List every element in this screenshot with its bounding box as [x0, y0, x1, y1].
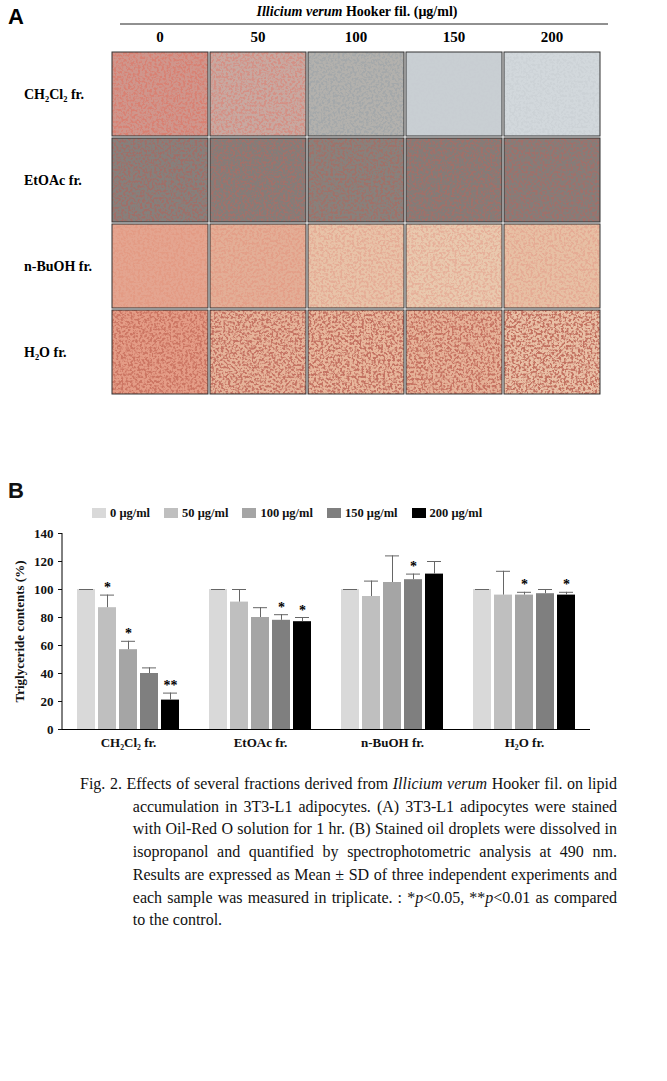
svg-text:n-BuOH fr.: n-BuOH fr.: [361, 735, 424, 750]
svg-text:60: 60: [41, 638, 54, 653]
svg-text:EtOAc fr.: EtOAc fr.: [234, 735, 288, 750]
svg-text:*: *: [104, 580, 111, 595]
html-text:0 μg/ml: 0 μg/ml: [110, 506, 151, 520]
svg-text:*: *: [299, 603, 306, 618]
svg-text:50: 50: [251, 29, 266, 45]
svg-text:H₂O fr.: H₂O fr.: [24, 345, 67, 360]
svg-text:*: *: [125, 626, 132, 641]
svg-text:CH₂Cl₂ fr.: CH₂Cl₂ fr.: [101, 735, 157, 750]
svg-text:**: **: [164, 678, 178, 693]
svg-text:Triglyceride contents (%): Triglyceride contents (%): [12, 561, 27, 703]
svg-text:150: 150: [443, 29, 466, 45]
html-text:B: B: [8, 478, 24, 503]
svg-text:*: *: [410, 559, 417, 574]
svg-text:0: 0: [47, 722, 54, 737]
svg-text:Illicium verum Hooker fil. (μg: Illicium verum Hooker fil. (μg/ml): [256, 4, 458, 20]
svg-text:A: A: [8, 4, 24, 29]
svg-text:n-BuOH fr.: n-BuOH fr.: [24, 259, 92, 274]
svg-text:200: 200: [541, 29, 564, 45]
svg-text:80: 80: [41, 610, 54, 625]
html-text:50 μg/ml: 50 μg/ml: [182, 506, 229, 520]
svg-text:H₂O fr.: H₂O fr.: [505, 735, 545, 750]
svg-text:*: *: [278, 600, 285, 615]
svg-text:*: *: [563, 577, 570, 592]
html-text:100 μg/ml: 100 μg/ml: [260, 506, 313, 520]
svg-text:CH₂Cl₂ fr.: CH₂Cl₂ fr.: [24, 87, 84, 102]
html-text:150 μg/ml: 150 μg/ml: [345, 506, 398, 520]
svg-text:100: 100: [345, 29, 368, 45]
svg-text:20: 20: [41, 694, 54, 709]
html-text:200 μg/ml: 200 μg/ml: [429, 506, 483, 520]
svg-text:0: 0: [156, 29, 164, 45]
html-text:Fig. 2. Effects of several fra: Fig. 2. Effects of several fractions der…: [80, 775, 617, 929]
svg-text:*: *: [521, 577, 528, 592]
svg-text:100: 100: [34, 582, 54, 597]
svg-text:40: 40: [41, 666, 54, 681]
svg-text:EtOAc fr.: EtOAc fr.: [24, 173, 82, 188]
svg-text:120: 120: [34, 554, 54, 569]
svg-text:140: 140: [34, 526, 54, 541]
